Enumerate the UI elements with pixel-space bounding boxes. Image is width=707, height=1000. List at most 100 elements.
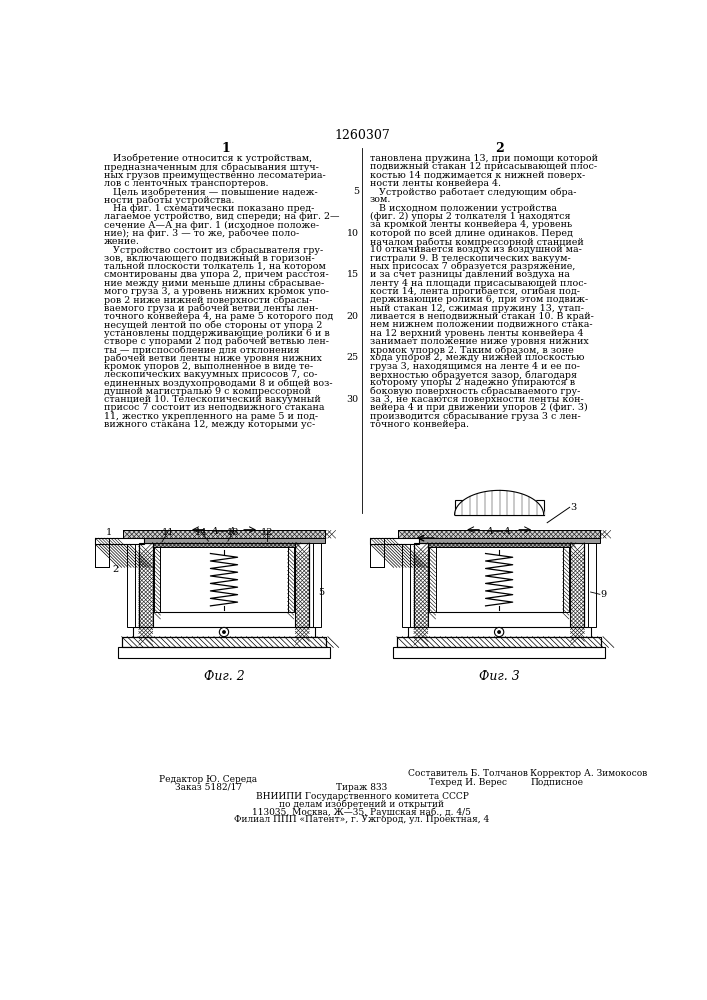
Text: кромок упоров 2. Таким образом, в зоне: кромок упоров 2. Таким образом, в зоне (370, 345, 573, 355)
Text: 10 откачивается воздух из воздушной ма-: 10 откачивается воздух из воздушной ма- (370, 245, 582, 254)
Text: зом.: зом. (370, 195, 391, 204)
Text: груза 3, находящимся на ленте 4 и ее по-: груза 3, находящимся на ленте 4 и ее по- (370, 362, 580, 371)
Text: точного конвейера 4, на раме 5 которого под: точного конвейера 4, на раме 5 которого … (104, 312, 333, 321)
Text: 11, жестко укрепленного на раме 5 и под-: 11, жестко укрепленного на раме 5 и под- (104, 412, 318, 421)
Bar (397, 637, 602, 647)
Text: по делам изобретений и открытий: по делам изобретений и открытий (279, 800, 445, 809)
Text: рабочей ветви ленты ниже уровня нижних: рабочей ветви ленты ниже уровня нижних (104, 353, 322, 363)
Bar (393, 647, 605, 658)
Text: В исходном положении устройства: В исходном положении устройства (370, 204, 556, 213)
Bar (408, 627, 590, 637)
Circle shape (498, 631, 501, 634)
Bar (95, 544, 110, 567)
Bar (370, 538, 385, 544)
Bar (414, 543, 428, 627)
Text: Устройство состоит из сбрасывателя гру-: Устройство состоит из сбрасывателя гру- (104, 245, 323, 255)
Bar (123, 530, 325, 538)
Bar (428, 543, 571, 547)
Bar (154, 547, 160, 612)
Bar (127, 543, 135, 627)
Text: 11: 11 (162, 528, 175, 537)
Text: несущей лентой по обе стороны от упора 2: несущей лентой по обе стороны от упора 2 (104, 320, 322, 330)
Text: 14: 14 (194, 528, 207, 537)
Bar (122, 637, 327, 647)
Text: А—А: А—А (486, 527, 512, 536)
Text: 113035, Москва, Ж—35, Раушская наб., д. 4/5: 113035, Москва, Ж—35, Раушская наб., д. … (252, 808, 472, 817)
Bar (571, 543, 585, 627)
Bar (428, 543, 571, 547)
Bar (296, 543, 309, 627)
Text: тановлена пружина 13, при помощи которой: тановлена пружина 13, при помощи которой (370, 154, 597, 163)
Bar (588, 543, 596, 627)
Bar (95, 544, 110, 567)
Text: кромок упоров 2, выполненное в виде те-: кромок упоров 2, выполненное в виде те- (104, 362, 313, 371)
Text: смонтированы два упора 2, причем расстоя-: смонтированы два упора 2, причем расстоя… (104, 270, 329, 279)
Text: 1260307: 1260307 (334, 129, 390, 142)
Bar (398, 530, 600, 538)
Text: держивающие ролики 6, при этом подвиж-: держивающие ролики 6, при этом подвиж- (370, 295, 588, 304)
Text: жение.: жение. (104, 237, 140, 246)
Bar (153, 543, 296, 547)
Text: 9: 9 (600, 590, 606, 599)
Text: ты — приспособление для отклонения: ты — приспособление для отклонения (104, 345, 300, 355)
Text: А—А: А—А (211, 527, 237, 536)
Text: 1: 1 (222, 142, 230, 155)
Text: 15: 15 (346, 270, 359, 279)
Text: ние между ними меньше длины сбрасывае-: ние между ними меньше длины сбрасывае- (104, 279, 324, 288)
Bar (153, 543, 296, 547)
Circle shape (494, 627, 504, 637)
Text: верхностью образуется зазор, благодаря: верхностью образуется зазор, благодаря (370, 370, 577, 380)
Bar (153, 543, 296, 627)
Text: ваемого груза и рабочей ветви ленты лен-: ваемого груза и рабочей ветви ленты лен- (104, 304, 318, 313)
Text: на 12 верхний уровень ленты конвейера 4: на 12 верхний уровень ленты конвейера 4 (370, 329, 583, 338)
Bar (123, 530, 325, 538)
Text: Фиг. 2: Фиг. 2 (204, 670, 245, 683)
Text: занимает положение ниже уровня нижних: занимает положение ниже уровня нижних (370, 337, 588, 346)
Text: На фиг. 1 схематически показано пред-: На фиг. 1 схематически показано пред- (104, 204, 314, 213)
Bar (139, 543, 153, 627)
Bar (296, 543, 309, 627)
Text: костью 14 поджимается к нижней поверх-: костью 14 поджимается к нижней поверх- (370, 171, 585, 180)
Bar (370, 544, 385, 567)
Text: 12: 12 (260, 528, 273, 537)
Text: 30: 30 (346, 395, 359, 404)
Text: производится сбрасывание груза 3 с лен-: производится сбрасывание груза 3 с лен- (370, 412, 580, 421)
Bar (313, 543, 321, 627)
Text: лагаемое устройство, вид спереди; на фиг. 2—: лагаемое устройство, вид спереди; на фиг… (104, 212, 339, 221)
Text: ров 2 ниже нижней поверхности сбрасы-: ров 2 ниже нижней поверхности сбрасы- (104, 295, 312, 305)
Text: Подписное: Подписное (530, 778, 583, 787)
Text: гистрали 9. В телескопических вакуум-: гистрали 9. В телескопических вакуум- (370, 254, 571, 263)
Bar (132, 627, 315, 637)
Text: 10: 10 (347, 229, 359, 238)
Text: лескопических вакуумных присосов 7, со-: лескопических вакуумных присосов 7, со- (104, 370, 317, 379)
Text: установлены поддерживающие ролики 6 и в: установлены поддерживающие ролики 6 и в (104, 329, 329, 338)
Text: хода упоров 2, между нижней плоскостью: хода упоров 2, между нижней плоскостью (370, 353, 584, 362)
Text: ных присосах 7 образуется разряжение,: ных присосах 7 образуется разряжение, (370, 262, 575, 271)
Text: кости 14, лента прогибается, огибая под-: кости 14, лента прогибается, огибая под- (370, 287, 580, 296)
Text: боковую поверхность сбрасываемого гру-: боковую поверхность сбрасываемого гру- (370, 387, 580, 396)
Text: точного конвейера.: точного конвейера. (370, 420, 469, 429)
Bar (455, 500, 544, 515)
Text: подвижный стакан 12 присасывающей плос-: подвижный стакан 12 присасывающей плос- (370, 162, 597, 171)
Bar (563, 547, 569, 612)
Text: которой по всей длине одинаков. Перед: которой по всей длине одинаков. Перед (370, 229, 573, 238)
Text: Корректор А. Зимокосов: Корректор А. Зимокосов (530, 769, 648, 778)
Bar (397, 637, 602, 647)
Bar (122, 637, 327, 647)
Text: Заказ 5182/17: Заказ 5182/17 (175, 783, 242, 792)
Text: 2: 2 (495, 142, 503, 155)
Text: присос 7 состоит из неподвижного стакана: присос 7 состоит из неподвижного стакана (104, 403, 325, 412)
Text: Изобретение относится к устройствам,: Изобретение относится к устройствам, (104, 154, 312, 163)
Bar (402, 543, 410, 627)
Bar (571, 543, 585, 627)
Text: лов с ленточных транспортеров.: лов с ленточных транспортеров. (104, 179, 269, 188)
Text: сечение А—А на фиг. 1 (исходное положе-: сечение А—А на фиг. 1 (исходное положе- (104, 220, 319, 230)
Text: 5: 5 (353, 187, 359, 196)
Text: вижного стакана 12, между которыми ус-: вижного стакана 12, между которыми ус- (104, 420, 315, 429)
Bar (428, 543, 571, 627)
Bar (414, 543, 428, 627)
Text: за кромкой ленты конвейера 4, уровень: за кромкой ленты конвейера 4, уровень (370, 220, 572, 229)
Text: зов, включающего подвижный в горизон-: зов, включающего подвижный в горизон- (104, 254, 315, 263)
Circle shape (223, 631, 226, 634)
Text: 1: 1 (106, 528, 112, 537)
